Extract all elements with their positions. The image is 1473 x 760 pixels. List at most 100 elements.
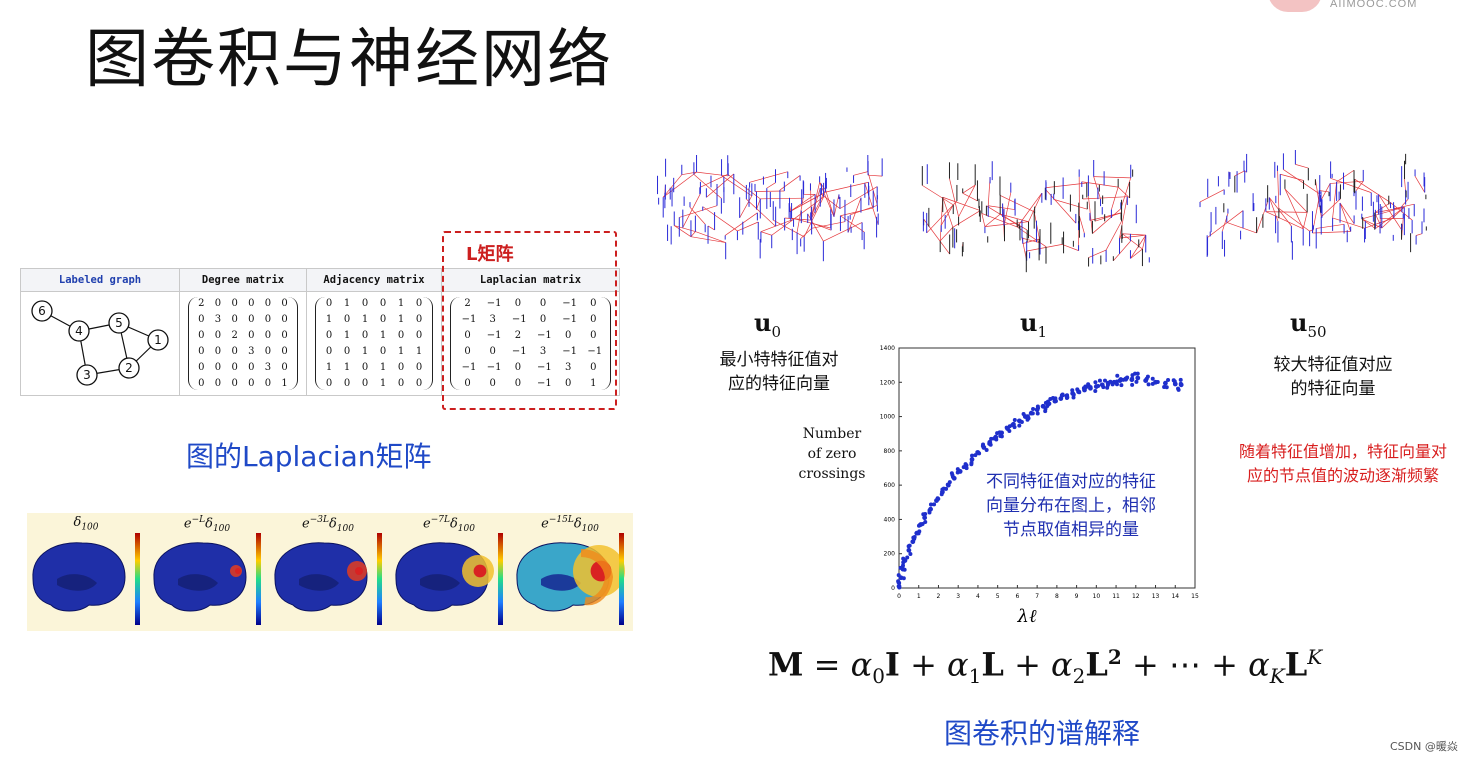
matrix-cell: 1 — [590, 378, 597, 389]
y-tick-label: 1400 — [880, 345, 895, 352]
matrix-cell: 0 — [264, 346, 272, 357]
matrix-cell: 0 — [198, 378, 205, 389]
scatter-point — [961, 465, 966, 470]
labeled-graph-header: Labeled graph — [21, 269, 179, 292]
matrix-cell: 0 — [565, 330, 572, 341]
y-tick-label: 800 — [884, 448, 896, 455]
matrix-cell: 0 — [514, 298, 522, 309]
scatter-point — [1102, 378, 1107, 383]
graph-edge — [807, 213, 824, 242]
x-tick-label: 14 — [1171, 593, 1179, 600]
graph-edge — [766, 182, 776, 189]
brain-panel: e−7Lδ100 — [390, 513, 508, 631]
matrix-cell: 0 — [264, 314, 272, 325]
graph-edge — [1111, 187, 1119, 210]
scatter-point — [901, 576, 906, 581]
graph-edge — [674, 225, 696, 232]
formula-token: α — [947, 645, 969, 684]
graph-edge — [699, 174, 728, 188]
matrix-cell: 1 — [343, 362, 351, 373]
x-tick-label: 0 — [897, 593, 901, 600]
scatter-point — [1155, 380, 1160, 385]
scatter-point — [908, 551, 913, 556]
matrix-cell: −1 — [537, 362, 552, 373]
graph-edge — [682, 193, 701, 228]
graph-edge — [1016, 192, 1043, 228]
matrix-cell: −1 — [537, 378, 552, 389]
formula-token: 1 — [968, 664, 982, 689]
x-tick-label: 13 — [1152, 593, 1160, 600]
graph-edge — [1045, 182, 1087, 189]
matrix-cell: 0 — [214, 330, 222, 341]
matrix-cell: 0 — [198, 330, 205, 341]
brain-image — [395, 533, 503, 625]
matrix-row: −1 3 −1 0 −1 0 — [451, 314, 610, 325]
scatter-point — [1035, 411, 1040, 416]
graph-edge — [746, 198, 776, 227]
eigenvector-u0-graph — [657, 155, 883, 262]
brain-panel-label: e−Lδ100 — [183, 515, 231, 534]
y-tick-label: 400 — [884, 516, 896, 523]
scatter-point — [1093, 380, 1098, 385]
graph-edge — [1000, 213, 1029, 223]
adjacency-matrix-header: Adjacency matrix — [307, 269, 441, 292]
matrix-cell: 0 — [231, 298, 238, 309]
y-tick-label: 600 — [884, 482, 896, 489]
matrix-cell: 0 — [565, 378, 572, 389]
graph-edge — [823, 222, 863, 242]
graph-edge — [1045, 189, 1077, 224]
matrix-cell: 0 — [415, 378, 423, 389]
graph-edge — [1330, 177, 1372, 193]
matrix-cell: −1 — [461, 314, 477, 325]
x-tick-label: 6 — [1015, 593, 1019, 600]
scatter-point — [1115, 373, 1120, 378]
x-tick-label: 3 — [956, 593, 960, 600]
graph-edge — [923, 218, 950, 255]
scatter-point — [936, 496, 941, 501]
brain-panel: e−3Lδ100 — [269, 513, 387, 631]
graph-node — [76, 364, 98, 386]
logo-text: AIIMOOC.COM — [1330, 0, 1418, 10]
graph-edge — [840, 215, 865, 233]
graph-edge — [958, 184, 976, 217]
graph-edge — [662, 174, 683, 198]
graph-edge — [760, 219, 794, 232]
y-tick-label: 200 — [884, 551, 896, 558]
scatter-point — [901, 560, 906, 565]
matrix-cell: 1 — [379, 378, 387, 389]
formula-token: = — [803, 645, 851, 684]
graph-edge — [1033, 211, 1041, 243]
graph-edge — [1094, 212, 1122, 222]
matrix-cell: −1 — [461, 362, 477, 373]
scatter-point — [1105, 383, 1110, 388]
graph-edge — [942, 197, 954, 228]
graph-edge — [988, 205, 1015, 210]
matrix-cell: 1 — [343, 330, 351, 341]
graph-edge — [1003, 192, 1012, 226]
scatter-point — [1093, 389, 1098, 394]
graph-edge — [1416, 233, 1423, 236]
graph-edge — [942, 196, 981, 211]
graph-edge — [867, 171, 878, 206]
x-tick-label: 12 — [1132, 593, 1140, 600]
x-tick-label: 15 — [1191, 593, 1199, 600]
graph-edge — [1026, 244, 1063, 252]
y-tick-label: 1200 — [880, 379, 895, 386]
matrix-cell: 2 — [231, 330, 238, 341]
graph-edge — [1354, 178, 1391, 203]
graph-edge — [1374, 206, 1405, 214]
laplacian-highlight-label: L矩阵 — [466, 244, 514, 265]
formula-token: α — [850, 645, 873, 684]
matrix-cell: 0 — [361, 378, 369, 389]
scatter-point — [1110, 382, 1115, 387]
matrix-cell: 0 — [231, 314, 238, 325]
scatter-point — [927, 508, 932, 513]
graph-edge — [702, 206, 738, 232]
matrix-cell: 0 — [379, 298, 387, 309]
polynomial-formula: M = α0I + α1L + α2L2 + ⋯ + αKLK — [768, 645, 1322, 688]
graph-edge — [984, 221, 1029, 228]
node-label: 1 — [154, 333, 162, 347]
